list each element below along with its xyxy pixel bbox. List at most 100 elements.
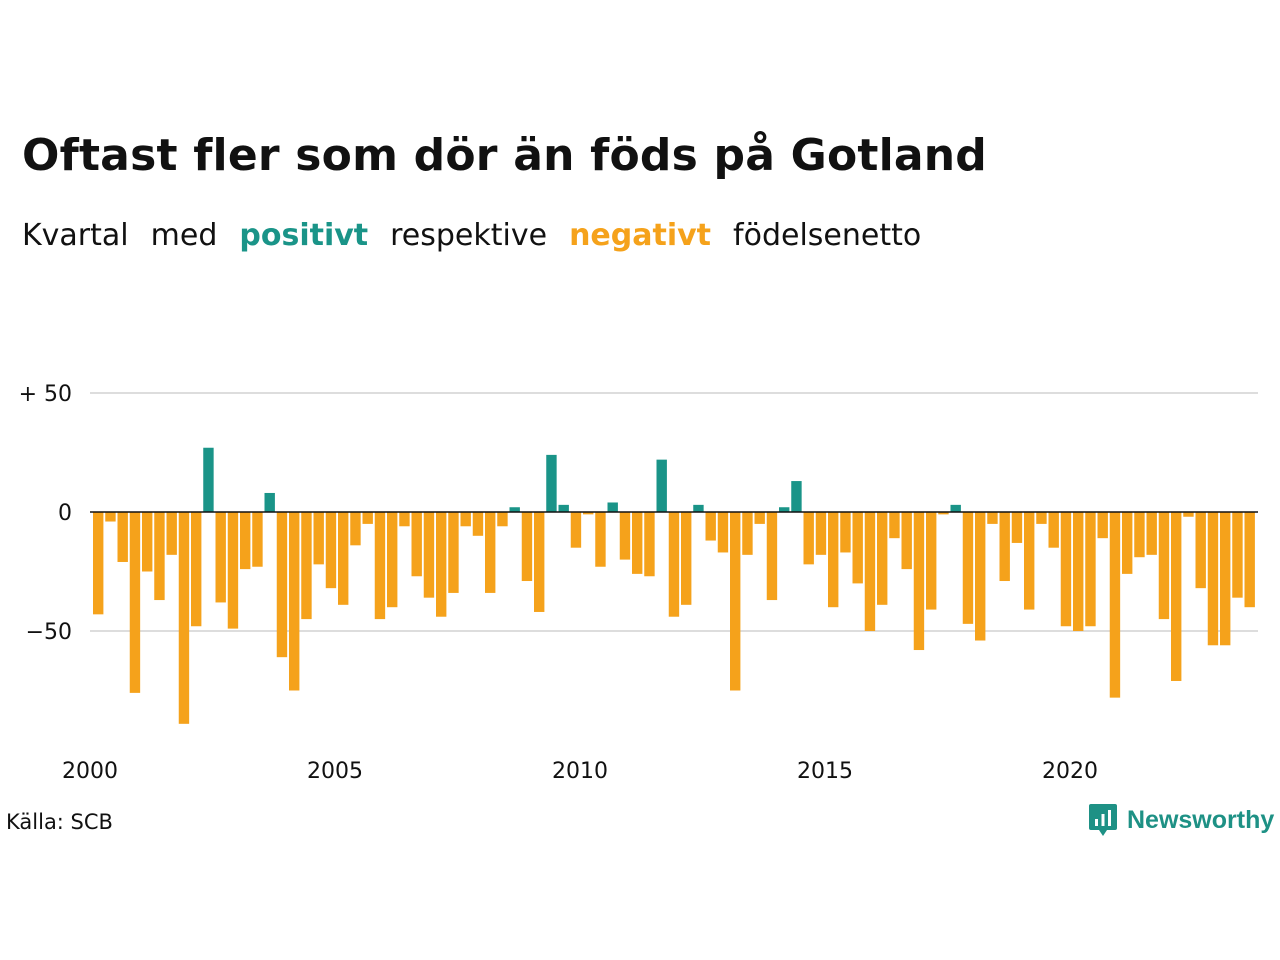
bar bbox=[693, 504, 704, 512]
bar bbox=[1097, 512, 1108, 539]
bar bbox=[387, 512, 398, 608]
bar bbox=[901, 512, 912, 570]
bar bbox=[240, 512, 251, 570]
bar bbox=[1011, 512, 1023, 543]
bar bbox=[117, 512, 128, 562]
subtitle-word: respektive bbox=[390, 218, 548, 253]
bar bbox=[1073, 512, 1084, 631]
bar bbox=[619, 512, 631, 560]
bar bbox=[1048, 512, 1059, 548]
bar bbox=[742, 512, 753, 555]
bar bbox=[460, 512, 471, 527]
source-note: Källa: SCB bbox=[6, 810, 113, 834]
bar bbox=[1171, 512, 1182, 681]
bar bbox=[1183, 512, 1194, 517]
bar bbox=[1158, 512, 1170, 620]
bar bbox=[399, 512, 410, 527]
bar bbox=[1244, 512, 1255, 608]
bar bbox=[705, 512, 716, 541]
bar bbox=[301, 512, 312, 620]
bar bbox=[962, 512, 974, 624]
subtitle-word: födelsenetto bbox=[733, 218, 922, 253]
bar bbox=[791, 481, 802, 512]
bar bbox=[926, 512, 937, 610]
bar bbox=[93, 512, 104, 615]
bar bbox=[472, 512, 484, 536]
legend-positive: positivt bbox=[239, 218, 369, 253]
bar bbox=[852, 512, 863, 584]
bar bbox=[1232, 512, 1243, 598]
bar bbox=[325, 512, 337, 589]
bar bbox=[1195, 512, 1206, 589]
bar bbox=[411, 512, 422, 577]
bar bbox=[656, 459, 667, 512]
brand-name: Newsworthy bbox=[1127, 805, 1275, 834]
bar bbox=[938, 512, 949, 515]
bar bbox=[534, 512, 545, 612]
bar bbox=[1085, 512, 1096, 627]
bar bbox=[1134, 512, 1145, 558]
bar bbox=[276, 512, 288, 658]
bar bbox=[129, 512, 141, 693]
bar bbox=[815, 512, 827, 555]
bar bbox=[681, 512, 692, 605]
chart-subtitle: Kvartal med positivt respektive negativt föde… bbox=[22, 218, 943, 253]
bar bbox=[423, 512, 435, 598]
bar bbox=[889, 512, 900, 539]
bar bbox=[509, 507, 520, 512]
bar bbox=[730, 512, 741, 691]
bar bbox=[999, 512, 1010, 582]
x-tick-label: 2000 bbox=[62, 759, 118, 784]
bar bbox=[252, 512, 263, 567]
bar bbox=[142, 512, 153, 572]
bar bbox=[227, 512, 239, 629]
bar bbox=[1036, 512, 1047, 524]
brand-logo[interactable]: Newsworthy bbox=[1088, 802, 1274, 838]
bar bbox=[215, 512, 226, 603]
bar bbox=[558, 504, 569, 512]
bar bbox=[436, 512, 447, 617]
bar bbox=[570, 512, 582, 548]
bar bbox=[632, 512, 643, 574]
bar bbox=[1146, 512, 1157, 555]
bar bbox=[1024, 512, 1035, 610]
y-tick-label: + 50 bbox=[19, 382, 72, 407]
bar bbox=[779, 507, 790, 512]
bar bbox=[717, 512, 729, 553]
bar bbox=[1122, 512, 1133, 574]
bar bbox=[975, 512, 986, 641]
bar bbox=[877, 512, 888, 605]
bar bbox=[313, 512, 324, 565]
subtitle-word: med bbox=[150, 218, 218, 253]
bar bbox=[497, 512, 508, 527]
legend-negative: negativt bbox=[569, 218, 712, 253]
bar bbox=[1109, 512, 1121, 698]
bar bbox=[178, 512, 190, 724]
bar bbox=[362, 512, 373, 524]
bar bbox=[105, 512, 116, 522]
bar bbox=[1220, 512, 1231, 646]
y-tick-label: 0 bbox=[58, 501, 72, 526]
bar bbox=[583, 512, 594, 515]
bar bbox=[191, 512, 202, 627]
bar bbox=[864, 512, 876, 631]
chart-title: Oftast fler som dör än föds på Gotland bbox=[22, 130, 988, 181]
bar bbox=[338, 512, 349, 605]
bar bbox=[264, 492, 275, 512]
bar bbox=[595, 512, 606, 567]
bar bbox=[154, 512, 165, 601]
bar bbox=[840, 512, 851, 553]
bar bbox=[289, 512, 300, 691]
x-tick-label: 2020 bbox=[1042, 759, 1098, 784]
bar bbox=[644, 512, 655, 577]
x-tick-label: 2010 bbox=[552, 759, 608, 784]
bar bbox=[485, 512, 496, 593]
x-tick-label: 2005 bbox=[307, 759, 363, 784]
bar bbox=[166, 512, 177, 555]
bar bbox=[668, 512, 680, 617]
bar bbox=[350, 512, 361, 546]
bar bbox=[607, 502, 618, 512]
bar bbox=[521, 512, 533, 582]
bar bbox=[1060, 512, 1072, 627]
